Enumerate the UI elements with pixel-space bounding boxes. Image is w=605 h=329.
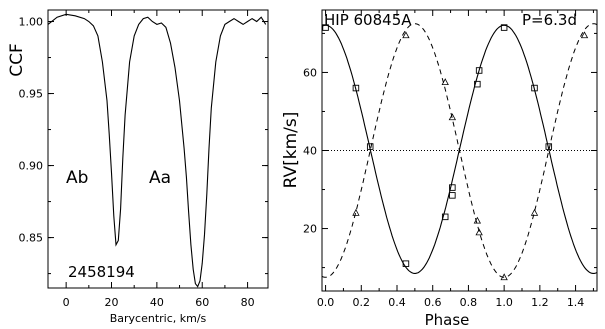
rv-point-triangle [473, 216, 482, 224]
rv-point-square [475, 67, 483, 74]
ccf-x-tick-label: 20 [105, 296, 119, 309]
rv-panel: 0.0 0.2 0.4 0.6 0.8 1.0 1.2 1.4 20 40 60 HIP 6084… [281, 9, 598, 329]
rv-point-triangle [352, 208, 360, 216]
rv-point-square [322, 24, 329, 31]
ccf-label-aa: Aa [149, 168, 171, 188]
rv-point-triangle [500, 273, 508, 281]
ccf-label-ab: Ab [66, 168, 88, 188]
ccf-x-tick-label: 60 [195, 296, 209, 309]
rv-x-tick-label: 1.4 [567, 296, 585, 309]
rv-point-triangle [580, 31, 589, 39]
ccf-y-tick-label: 0.90 [19, 160, 44, 173]
rv-point-square [449, 192, 456, 199]
rv-point-square [441, 213, 449, 221]
ccf-plot-frame [47, 9, 269, 289]
rv-x-tick-label: 0.8 [460, 296, 478, 309]
rv-point-triangle [530, 208, 539, 216]
ccf-x-tick-label: 80 [241, 296, 255, 309]
rv-data-points [322, 24, 589, 281]
rv-period-label: P=6.3d [522, 11, 577, 29]
ccf-y-tick-label: 1.00 [19, 16, 44, 29]
rv-model-curve-ab [321, 23, 598, 278]
rv-x-tick-label: 0.2 [353, 296, 371, 309]
rv-x-tick-label: 0.0 [317, 296, 335, 309]
ccf-x-tick-label: 0 [63, 296, 70, 309]
ccf-profile-line [47, 13, 267, 288]
rv-point-square [545, 143, 553, 150]
ccf-panel: 0 20 40 60 80 0.85 0.90 0.95 1.00 CCF Barycentr… [7, 9, 269, 325]
rv-y-tick-label: 20 [303, 223, 317, 236]
rv-y-tick-label: 60 [303, 66, 317, 79]
rv-point-triangle [475, 228, 483, 236]
rv-point-triangle [441, 78, 449, 86]
rv-x-tick-label: 1.0 [495, 296, 513, 309]
ccf-y-tick-label: 0.95 [19, 88, 44, 101]
ccf-y-ticks: 0.85 0.90 0.95 1.00 [19, 16, 268, 275]
rv-x-tick-label: 0.6 [424, 296, 442, 309]
rv-x-tick-label: 0.4 [388, 296, 406, 309]
rv-point-square [366, 143, 374, 150]
ccf-x-axis-label: Barycentric, km/s [110, 312, 207, 325]
ccf-y-tick-label: 0.85 [19, 232, 44, 245]
rv-x-axis-label: Phase [425, 311, 470, 329]
ccf-date-label: 2458194 [68, 263, 135, 281]
rv-point-square [402, 260, 410, 267]
rv-point-square [449, 184, 456, 191]
rv-point-square [474, 80, 481, 88]
rv-x-ticks: 0.0 0.2 0.4 0.6 0.8 1.0 1.2 1.4 [317, 10, 594, 309]
rv-y-ticks: 20 40 60 [303, 32, 597, 269]
rv-y-axis-label: RV[km/s] [281, 112, 301, 189]
rv-y-tick-label: 40 [303, 145, 317, 158]
rv-x-tick-label: 1.2 [531, 296, 549, 309]
ccf-x-ticks: 0 20 40 60 80 [63, 10, 255, 309]
rv-point-square [500, 24, 508, 31]
rv-point-triangle [448, 113, 457, 121]
rv-point-triangle [402, 31, 410, 39]
ccf-y-axis-label: CCF [7, 43, 27, 77]
rv-point-square [531, 84, 538, 92]
rv-point-square [352, 84, 360, 92]
ccf-x-tick-label: 40 [150, 296, 164, 309]
rv-title: HIP 60845A [324, 11, 412, 29]
